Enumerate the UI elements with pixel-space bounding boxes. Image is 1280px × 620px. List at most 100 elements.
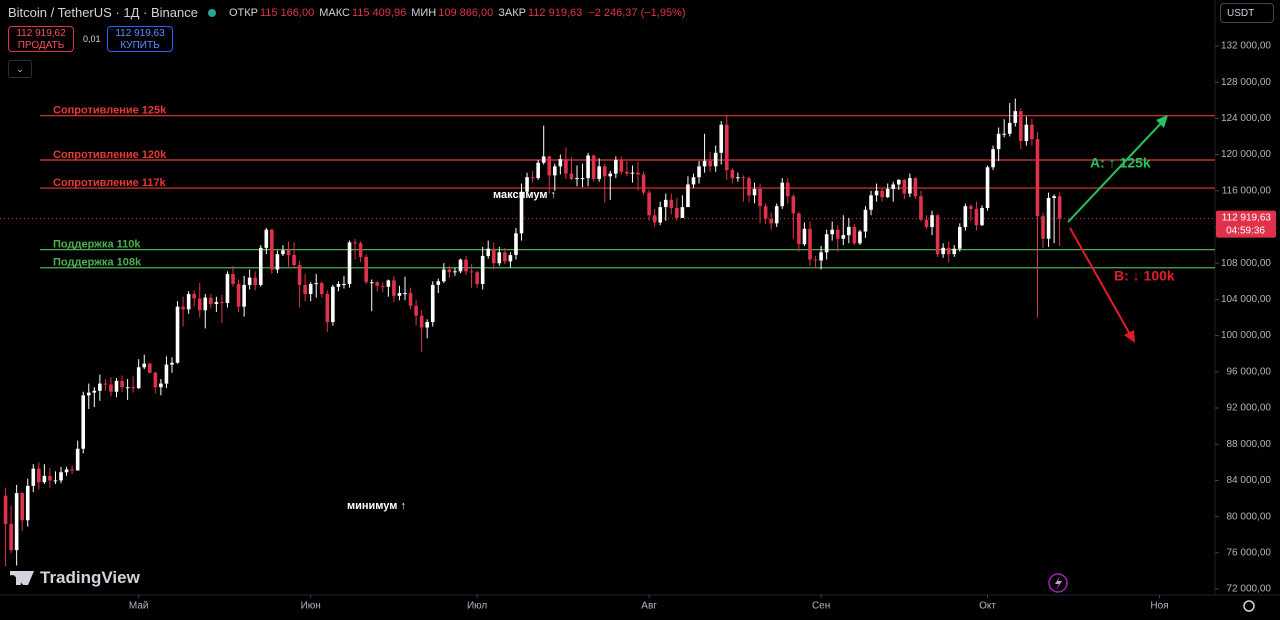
candle-body <box>231 274 235 285</box>
candle-body <box>991 149 995 168</box>
candle-body <box>575 178 579 180</box>
candle-body <box>209 297 213 304</box>
candle-body <box>969 206 973 209</box>
target-arrow-down <box>1069 227 1132 337</box>
candle-body <box>336 284 341 287</box>
alert-bolt <box>1055 576 1062 590</box>
y-tick-label: 76 000,00 <box>1227 547 1272 558</box>
candle-body <box>491 248 496 264</box>
collapse-button[interactable]: ⌄ <box>8 60 32 78</box>
candle-body <box>353 242 357 244</box>
candle-body <box>830 229 834 235</box>
candle-body <box>669 199 674 208</box>
candle-body <box>292 255 296 266</box>
candle-body <box>159 383 163 388</box>
candle-body <box>331 286 335 323</box>
candle-body <box>1013 111 1018 123</box>
candle-body <box>497 252 502 264</box>
settings-icon[interactable] <box>1243 600 1255 612</box>
candle-body <box>297 265 302 285</box>
candle-body <box>874 190 879 196</box>
candle-body <box>136 367 141 389</box>
spread: 0,01 <box>83 34 101 44</box>
sell-label: ПРОДАТЬ <box>17 40 65 51</box>
candle-body <box>924 219 929 227</box>
candle-body <box>386 280 391 287</box>
y-tick-label: 96 000,00 <box>1227 366 1272 377</box>
candle-body <box>425 322 429 328</box>
y-tick-label: 128 000,00 <box>1221 77 1271 88</box>
candle-body <box>303 284 307 294</box>
x-tick-label: Май <box>129 601 149 612</box>
candle-body <box>220 302 224 304</box>
candle-body <box>397 293 402 296</box>
candle-body <box>1019 111 1023 142</box>
ohlc-key: ЗАКР <box>498 6 527 19</box>
currency-select[interactable]: USDT <box>1220 3 1274 23</box>
candle-body <box>125 387 130 389</box>
candle-body <box>270 229 274 270</box>
candle-body <box>264 229 269 248</box>
candle-body <box>75 448 80 471</box>
candle-body <box>935 215 940 255</box>
candle-body <box>952 248 957 255</box>
brand: TradingView <box>40 568 140 587</box>
ohlc-key: МИН <box>411 6 437 19</box>
candle-body <box>203 297 208 311</box>
candle-body <box>608 173 613 177</box>
candle-body <box>702 160 707 167</box>
candle-body <box>181 306 185 310</box>
candle-body <box>686 184 690 208</box>
ohlc-value: 115 166,00 <box>259 6 315 19</box>
candle-body <box>974 208 979 226</box>
candle-body <box>447 269 452 273</box>
candle-body <box>530 177 535 179</box>
candle-body <box>1007 122 1012 134</box>
candle-body <box>697 166 701 178</box>
candle-body <box>1041 216 1045 239</box>
candle-body <box>92 390 97 393</box>
candle-body <box>3 495 8 524</box>
candle-body <box>14 493 19 551</box>
candle-body <box>852 226 857 244</box>
sell-button[interactable]: 112 919,62 ПРОДАТЬ <box>8 26 74 52</box>
candle-body <box>946 247 951 255</box>
y-tick-label: 84 000,00 <box>1227 475 1272 486</box>
candle-body <box>647 192 651 216</box>
candle-body <box>458 259 463 272</box>
candle-body <box>480 255 485 285</box>
candle-body <box>891 184 896 189</box>
alert-icon[interactable] <box>1048 573 1068 593</box>
candle-body <box>358 243 363 257</box>
candle-body <box>142 363 147 368</box>
ohlc-value: 115 409,96 <box>351 6 407 19</box>
candle-body <box>858 231 862 244</box>
y-tick-label: 92 000,00 <box>1227 403 1272 414</box>
candle-body <box>314 283 319 285</box>
candle-body <box>242 284 246 307</box>
target-label: A: ↑ 125k <box>1090 155 1151 171</box>
candle-body <box>747 178 751 196</box>
candle-body <box>442 269 446 282</box>
candle-body <box>9 523 13 551</box>
candle-body <box>308 284 313 294</box>
candle-body <box>1035 139 1040 217</box>
candle-body <box>98 383 102 391</box>
ohlc-key: МАКС <box>319 6 350 19</box>
candle-body <box>325 293 330 323</box>
candle-body <box>414 305 418 316</box>
last-price-label: 112 919,63 <box>1222 212 1272 223</box>
candle-body <box>436 281 441 285</box>
y-tick-label: 104 000,00 <box>1221 294 1271 305</box>
level-label: Поддержка 110k <box>53 239 141 251</box>
candle-body <box>1046 198 1051 239</box>
candle-body <box>519 191 524 234</box>
candle-body <box>996 133 1001 150</box>
candle-body <box>980 207 984 226</box>
candle-body <box>1052 196 1056 199</box>
candle-body <box>663 199 668 208</box>
buy-button[interactable]: 112 919,63 КУПИТЬ <box>107 26 173 52</box>
x-tick-label: Сен <box>812 601 830 612</box>
candle-body <box>486 248 491 256</box>
